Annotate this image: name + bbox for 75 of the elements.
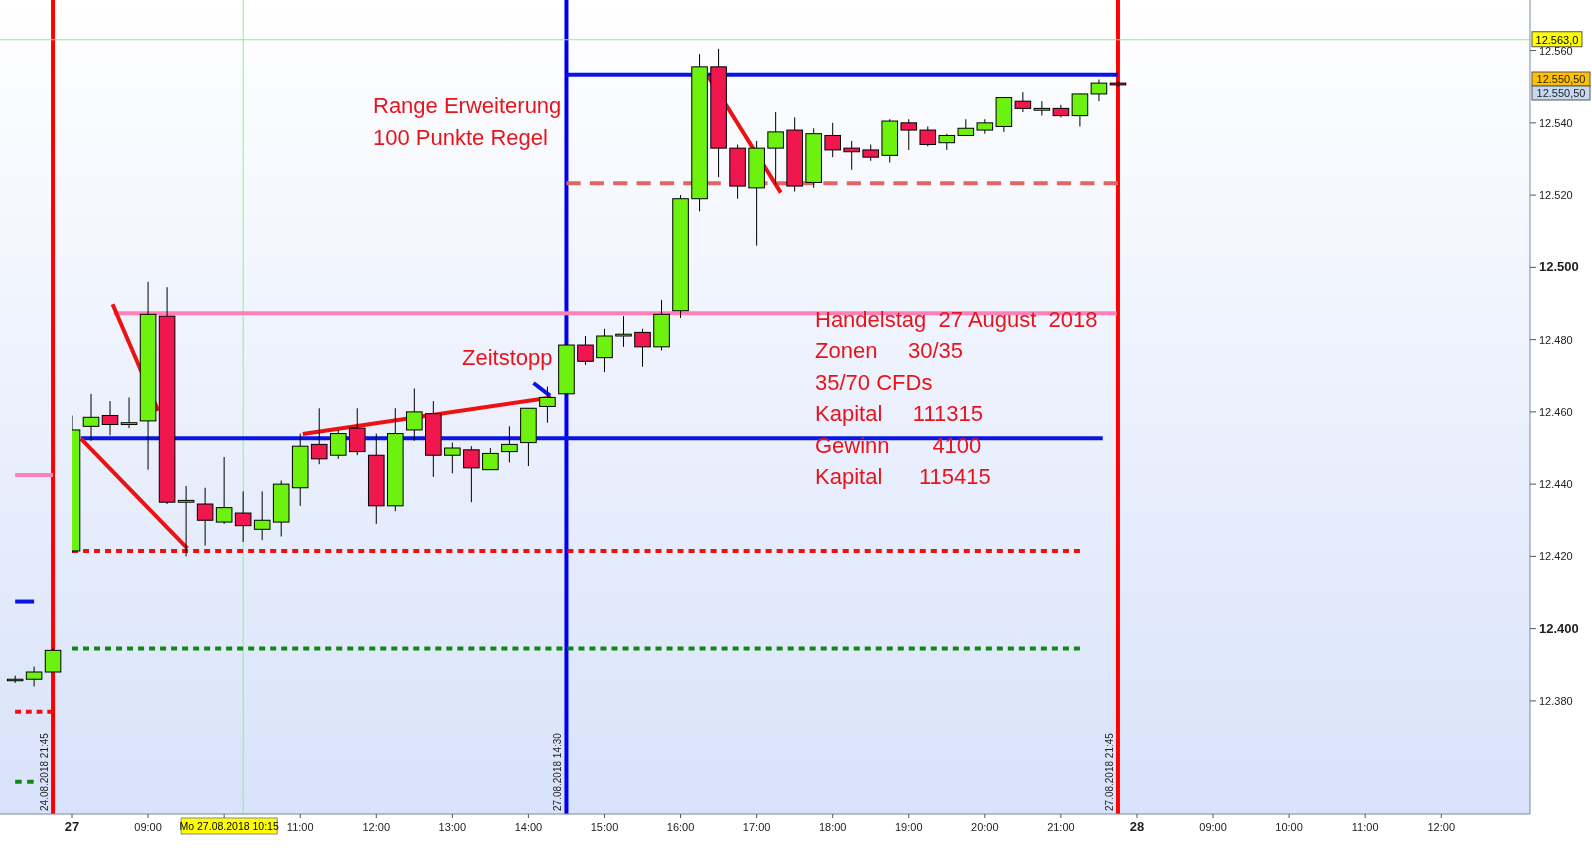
candlestick [310, 407, 328, 465]
ref-line-label: 27.08.2018 21:45 [1103, 732, 1115, 811]
x-tick-label: 09:00 [134, 821, 162, 833]
annotation: Kapital 111315 [815, 401, 983, 426]
annotation: Range Erweiterung [373, 93, 562, 118]
x-tick-label: 12:00 [362, 821, 391, 833]
candlestick [824, 122, 841, 158]
y-tick-label: 12.480 [1539, 333, 1573, 346]
x-tick-label: 16:00 [666, 821, 695, 833]
x-tick-label: 27 [64, 819, 80, 834]
candlestick [634, 328, 651, 368]
candlestick [329, 429, 347, 460]
y-tick-label: 12.560 [1539, 44, 1573, 57]
x-tick-label: 11:00 [286, 821, 314, 833]
x-tick-label: 15:00 [590, 821, 619, 833]
candlestick [82, 393, 100, 442]
annotation: Zonen 30/35 [815, 338, 963, 363]
annotation: Kapital 115415 [815, 464, 991, 489]
candlestick [1090, 78, 1108, 102]
candlestick [25, 666, 43, 687]
candlestick [615, 315, 632, 348]
x-tick-label: 18:00 [818, 821, 847, 833]
annotation: Handelstag 27 August 2018 [815, 307, 1098, 332]
candlestick [539, 386, 556, 424]
candlestick [234, 490, 252, 543]
candlestick [1071, 93, 1089, 127]
candlestick [348, 407, 366, 456]
candlestick [177, 485, 195, 557]
candlestick [767, 111, 784, 185]
candlestick [463, 445, 480, 503]
annotation: 35/70 CFDs [815, 370, 933, 395]
candlestick [215, 456, 233, 525]
y-tick-label: 12.460 [1539, 405, 1573, 418]
x-tick-label: 09:00 [1199, 821, 1227, 833]
x-tick-label: 12:00 [1427, 821, 1456, 833]
candlestick [596, 328, 613, 373]
candlestick [501, 425, 518, 463]
y-tick-label: 12.540 [1539, 116, 1573, 129]
candlestick [120, 396, 138, 429]
text: 12.550,50 [1536, 73, 1586, 85]
ref-line-label: 27.08.2018 14:30 [552, 732, 564, 811]
x-tick-label: 10:00 [1275, 821, 1303, 833]
y-tick-label: 12.420 [1539, 550, 1573, 563]
ref-line-label: 12.563,0 [1535, 33, 1579, 46]
candlestick [253, 490, 271, 541]
x-tick-label: 20:00 [971, 821, 999, 833]
y-tick-label: 12.500 [1539, 259, 1579, 275]
annotation: 100 Punkte Regel [373, 125, 548, 150]
y-tick-label: 12.440 [1539, 478, 1573, 491]
x-tick-label: 28 [1129, 819, 1145, 834]
x-tick-label: 17:00 [742, 821, 771, 833]
candlestick [482, 447, 499, 471]
candlestick [101, 400, 119, 436]
x-tick-label: 13:00 [438, 821, 467, 833]
x-tick-label: 21:00 [1047, 821, 1075, 833]
candlestick [444, 442, 461, 474]
annotation: Zeitstopp [462, 345, 553, 370]
candlestick [919, 125, 937, 147]
x-tick-label: 14:00 [514, 821, 543, 833]
x-tick-label: 11:00 [1351, 821, 1379, 833]
y-tick-label: 12.380 [1539, 694, 1573, 707]
candlestick [406, 387, 423, 442]
candlestick [44, 648, 62, 673]
candlestick [900, 118, 918, 151]
text: 12.550,50 [1536, 87, 1586, 99]
candlestick [196, 487, 214, 547]
candlestick [843, 140, 861, 171]
candlestick [577, 335, 594, 366]
text: 24.08.2018 21:45 [39, 733, 51, 811]
y-tick-label: 12.400 [1539, 620, 1579, 636]
y-tick-label: 12.520 [1539, 189, 1573, 202]
x-tick-label: 19:00 [895, 821, 923, 833]
candlestick [1033, 100, 1051, 117]
candlestick [1014, 91, 1032, 113]
annotation: Gewinn 4100 [815, 433, 982, 458]
